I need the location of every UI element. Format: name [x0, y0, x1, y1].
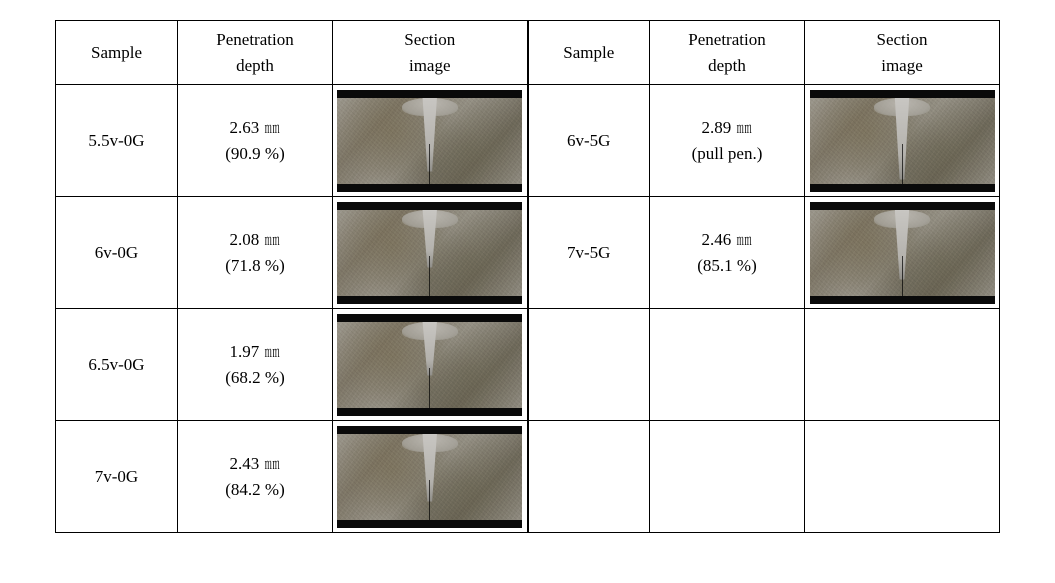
header-sample-label: Sample	[91, 43, 142, 62]
header-depth-line1: Penetration	[650, 27, 804, 53]
header-depth-line2: depth	[650, 53, 804, 79]
depth-percent: (71.8 %)	[182, 253, 328, 279]
sample-cell: 6v-0G	[56, 197, 178, 309]
header-sample-label: Sample	[563, 43, 614, 62]
section-image	[810, 202, 995, 304]
depth-percent: (90.9 %)	[182, 141, 328, 167]
header-depth-line2: depth	[178, 53, 332, 79]
table-row: 6v-0G2.08 ㎜(71.8 %) 7v-5G2.46 ㎜(85.1 %)	[56, 197, 1000, 309]
penetration-table: Sample Penetration depth Section image S…	[55, 20, 1000, 533]
header-image-line1: Section	[805, 27, 999, 53]
depth-value: 1.97 ㎜	[182, 339, 328, 365]
depth-percent: (68.2 %)	[182, 365, 328, 391]
depth-percent: (85.1 %)	[654, 253, 800, 279]
header-depth-left: Penetration depth	[178, 21, 333, 85]
section-image	[810, 90, 995, 192]
image-cell	[333, 85, 528, 197]
section-image	[337, 90, 522, 192]
table-row: 5.5v-0G2.63 ㎜(90.9 %) 6v-5G2.89 ㎜(pull pe…	[56, 85, 1000, 197]
depth-value: 2.63 ㎜	[182, 115, 328, 141]
section-image	[337, 426, 522, 528]
image-cell	[805, 85, 1000, 197]
section-image	[337, 202, 522, 304]
depth-cell	[650, 421, 805, 533]
depth-cell: 2.63 ㎜(90.9 %)	[178, 85, 333, 197]
depth-cell: 2.46 ㎜(85.1 %)	[650, 197, 805, 309]
header-sample-right: Sample	[528, 21, 650, 85]
image-cell	[805, 197, 1000, 309]
header-image-line2: image	[333, 53, 527, 79]
header-image-left: Section image	[333, 21, 528, 85]
header-depth-right: Penetration depth	[650, 21, 805, 85]
sample-cell: 7v-5G	[528, 197, 650, 309]
header-image-right: Section image	[805, 21, 1000, 85]
depth-cell: 1.97 ㎜(68.2 %)	[178, 309, 333, 421]
header-depth-line1: Penetration	[178, 27, 332, 53]
header-image-line1: Section	[333, 27, 527, 53]
image-cell	[333, 197, 528, 309]
header-sample-left: Sample	[56, 21, 178, 85]
header-row: Sample Penetration depth Section image S…	[56, 21, 1000, 85]
depth-cell: 2.89 ㎜(pull pen.)	[650, 85, 805, 197]
depth-cell: 2.43 ㎜(84.2 %)	[178, 421, 333, 533]
table-row: 6.5v-0G1.97 ㎜(68.2 %)	[56, 309, 1000, 421]
image-cell	[333, 421, 528, 533]
sample-cell	[528, 421, 650, 533]
depth-percent: (pull pen.)	[654, 141, 800, 167]
table-row: 7v-0G2.43 ㎜(84.2 %)	[56, 421, 1000, 533]
depth-value: 2.89 ㎜	[654, 115, 800, 141]
depth-cell: 2.08 ㎜(71.8 %)	[178, 197, 333, 309]
image-cell	[805, 309, 1000, 421]
sample-cell: 7v-0G	[56, 421, 178, 533]
sample-cell: 6v-5G	[528, 85, 650, 197]
depth-percent: (84.2 %)	[182, 477, 328, 503]
image-cell	[333, 309, 528, 421]
depth-cell	[650, 309, 805, 421]
sample-cell	[528, 309, 650, 421]
header-image-line2: image	[805, 53, 999, 79]
depth-value: 2.46 ㎜	[654, 227, 800, 253]
sample-cell: 5.5v-0G	[56, 85, 178, 197]
depth-value: 2.43 ㎜	[182, 451, 328, 477]
section-image	[337, 314, 522, 416]
sample-cell: 6.5v-0G	[56, 309, 178, 421]
penetration-table-wrapper: Sample Penetration depth Section image S…	[20, 20, 1035, 533]
image-cell	[805, 421, 1000, 533]
depth-value: 2.08 ㎜	[182, 227, 328, 253]
